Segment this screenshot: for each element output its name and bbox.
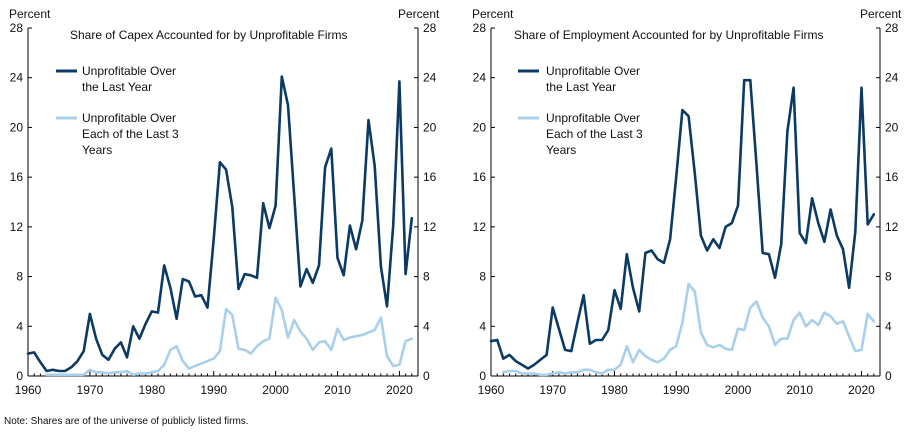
- y-tick-label-left: 28: [473, 21, 487, 35]
- y-tick-label-right: 4: [423, 319, 430, 333]
- series-line-last-3-years: [501, 282, 876, 377]
- y-tick-label-left: 8: [16, 270, 23, 284]
- y-tick-label-right: 24: [885, 71, 899, 85]
- footnote: Note: Shares are of the universe of publ…: [4, 416, 249, 427]
- y-tick-label-right: 20: [885, 120, 899, 134]
- y-tick-label-right: 28: [885, 21, 899, 35]
- y-tick-label-left: 12: [10, 220, 24, 234]
- y-tick-label-left: 12: [473, 220, 487, 234]
- y-tick-label-right: 24: [423, 71, 437, 85]
- x-tick-label: 1990: [200, 383, 227, 397]
- y-tick-label-right: 12: [423, 220, 437, 234]
- legend-label: Unprofitable Over: [546, 111, 640, 125]
- series-line-last-3-years: [45, 296, 414, 377]
- y-tick-label-left: 4: [16, 319, 23, 333]
- y-tick-label-right: 12: [885, 220, 899, 234]
- x-tick-label: 2010: [324, 383, 351, 397]
- legend-label: Each of the Last 3: [546, 127, 643, 141]
- legend-label: Each of the Last 3: [82, 127, 179, 141]
- x-tick-label: 1980: [138, 383, 165, 397]
- legend-label: Years: [546, 143, 576, 157]
- y-tick-label-right: 0: [423, 369, 430, 383]
- legend-label: Unprofitable Over: [82, 111, 176, 125]
- y-tick-label-right: 8: [423, 270, 430, 284]
- x-tick-label: 1990: [663, 383, 690, 397]
- y-tick-label-right: 16: [423, 170, 437, 184]
- y-tick-label-left: 24: [10, 71, 24, 85]
- chart-title: Share of Capex Accounted for by Unprofit…: [70, 28, 347, 42]
- x-tick-label: 2020: [386, 383, 413, 397]
- y-tick-label-left: 4: [479, 319, 486, 333]
- legend-label: Unprofitable Over: [82, 64, 176, 78]
- y-tick-label-left: 0: [16, 369, 23, 383]
- x-tick-label: 2000: [262, 383, 289, 397]
- y-tick-label-right: 16: [885, 170, 899, 184]
- y-tick-label-left: 28: [10, 21, 24, 35]
- y-tick-label-right: 28: [423, 21, 437, 35]
- y-tick-label-right: 20: [423, 120, 437, 134]
- x-tick-label: 2000: [725, 383, 752, 397]
- y-tick-label-left: 20: [473, 120, 487, 134]
- legend-label: the Last Year: [546, 80, 616, 94]
- y-tick-label-left: 16: [10, 170, 24, 184]
- x-tick-label: 1970: [539, 383, 566, 397]
- series-line-last-year: [26, 75, 414, 373]
- x-tick-label: 1960: [478, 383, 505, 397]
- y-tick-label-left: 0: [479, 369, 486, 383]
- y-axis-label-left: Percent: [472, 7, 514, 21]
- y-tick-label-right: 8: [885, 270, 892, 284]
- y-tick-label-left: 20: [10, 120, 24, 134]
- y-tick-label-left: 16: [473, 170, 487, 184]
- y-axis-label-left: Percent: [9, 7, 51, 21]
- legend-label: the Last Year: [82, 80, 152, 94]
- x-tick-label: 1960: [15, 383, 42, 397]
- y-tick-label-right: 4: [885, 319, 892, 333]
- y-axis-label-right: Percent: [860, 7, 902, 21]
- y-tick-label-left: 24: [473, 71, 487, 85]
- x-tick-label: 1980: [601, 383, 628, 397]
- y-tick-label-left: 8: [479, 270, 486, 284]
- legend-label: Years: [82, 143, 112, 157]
- x-tick-label: 2020: [848, 383, 875, 397]
- legend-label: Unprofitable Over: [546, 64, 640, 78]
- x-tick-label: 1970: [77, 383, 104, 397]
- x-tick-label: 2010: [786, 383, 813, 397]
- y-tick-label-right: 0: [885, 369, 892, 383]
- y-axis-label-right: Percent: [398, 7, 440, 21]
- chart-title: Share of Employment Accounted for by Unp…: [514, 28, 823, 42]
- series-line-last-year: [489, 78, 876, 370]
